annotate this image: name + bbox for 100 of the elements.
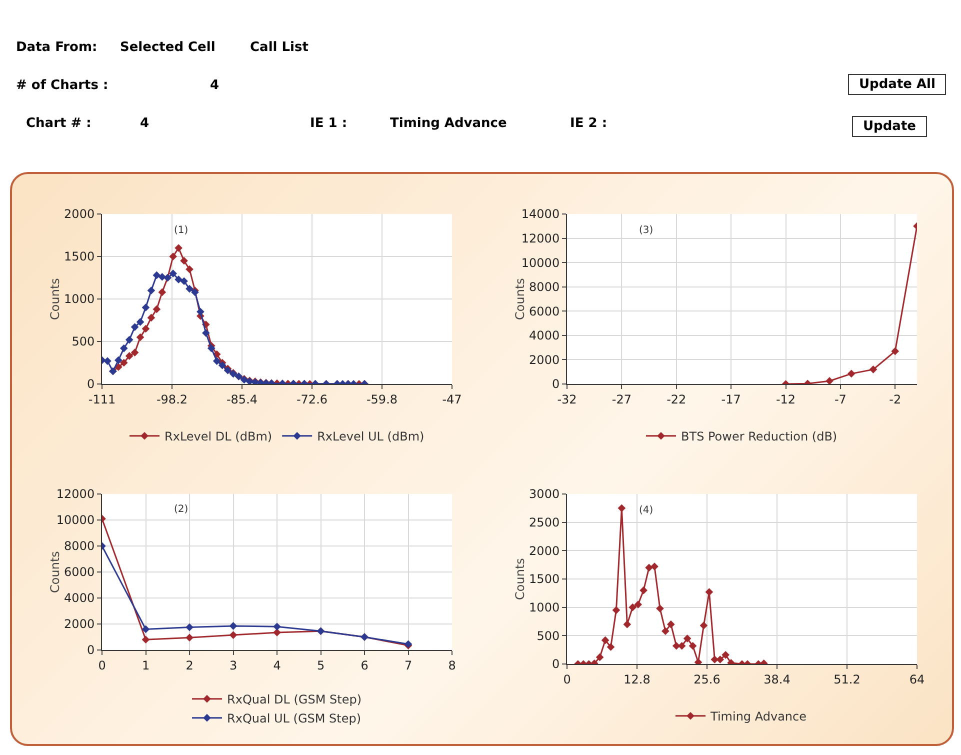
x-tick-label: 8 xyxy=(448,658,456,672)
x-tick-label: -12 xyxy=(776,392,796,406)
point xyxy=(722,651,730,659)
y-axis-title: Counts xyxy=(48,551,62,593)
y-tick-label: 10000 xyxy=(521,256,560,270)
text: 4 xyxy=(140,116,150,131)
x-tick-label: -85.4 xyxy=(226,392,258,406)
x-tick-label: 0 xyxy=(563,672,571,686)
point xyxy=(606,643,615,651)
point xyxy=(125,352,134,360)
point xyxy=(628,603,637,612)
point xyxy=(212,357,221,365)
y-tick-label: 14000 xyxy=(521,207,560,222)
x-tick-label: -59.8 xyxy=(366,392,398,406)
text: 4 xyxy=(210,78,220,93)
point xyxy=(174,276,182,284)
point xyxy=(186,284,194,293)
y-axis-title: Counts xyxy=(513,558,528,600)
y-tick-label: 3000 xyxy=(529,487,560,502)
y-axis-title: Counts xyxy=(48,278,62,320)
point xyxy=(640,586,648,594)
x-tick-label: -47 xyxy=(442,392,462,406)
legend-label: RxQual UL (GSM Step) xyxy=(227,712,362,726)
point xyxy=(186,623,194,632)
y-tick-label: 0 xyxy=(86,643,95,658)
point xyxy=(634,600,642,608)
x-tick-label: 7 xyxy=(404,658,412,672)
point xyxy=(136,333,144,342)
y-tick-label: 8000 xyxy=(64,539,95,554)
annotation: (4) xyxy=(639,505,654,516)
point xyxy=(152,305,161,314)
annotation: (2) xyxy=(174,504,188,515)
point xyxy=(716,656,724,664)
point xyxy=(169,252,177,260)
y-tick-label: 12000 xyxy=(56,487,95,502)
text: Chart # : xyxy=(26,116,92,131)
x-tick-label: 5 xyxy=(316,658,325,672)
x-tick-label: 64 xyxy=(909,672,925,686)
y-tick-label: 4000 xyxy=(64,591,95,606)
x-tick-label: 4 xyxy=(273,658,281,672)
point xyxy=(229,622,238,630)
text: Update All xyxy=(848,74,946,95)
point xyxy=(891,347,900,356)
point xyxy=(218,361,226,370)
y-tick-label: 12000 xyxy=(521,231,560,246)
y-tick-label: 2500 xyxy=(529,516,560,530)
y-tick-label: 1000 xyxy=(64,292,95,306)
annotation: (3) xyxy=(639,225,654,236)
text: Call List xyxy=(250,40,308,55)
point xyxy=(125,336,134,344)
y-tick-label: 2000 xyxy=(529,544,560,558)
x-tick-label: 6 xyxy=(360,658,368,672)
point xyxy=(601,636,610,644)
point xyxy=(645,564,653,572)
text: Update xyxy=(852,116,927,137)
point xyxy=(142,324,150,333)
x-tick-label: -98.2 xyxy=(156,392,188,406)
point xyxy=(174,244,182,252)
y-tick-label: 2000 xyxy=(529,352,560,367)
point xyxy=(120,344,128,352)
point xyxy=(656,604,664,612)
text: # of Charts : xyxy=(16,78,108,93)
x-tick-label: -17 xyxy=(721,392,741,406)
point xyxy=(142,304,150,312)
point xyxy=(114,356,122,364)
y-tick-label: 1500 xyxy=(529,572,560,586)
point xyxy=(650,562,658,570)
point xyxy=(612,606,620,614)
text: IE 2 : xyxy=(570,116,608,131)
text: Timing Advance xyxy=(390,116,507,131)
text: IE 1 : xyxy=(310,116,348,131)
point xyxy=(847,370,856,378)
point xyxy=(180,277,188,286)
point xyxy=(688,642,697,650)
point xyxy=(869,366,878,374)
point xyxy=(700,622,708,630)
x-tick-label: -2 xyxy=(889,392,902,406)
x-tick-label: -32 xyxy=(557,392,577,406)
y-tick-label: 500 xyxy=(72,334,95,349)
legend-label: RxLevel DL (dBm) xyxy=(164,430,272,444)
y-tick-label: 10000 xyxy=(56,513,95,528)
x-tick-label: 38.4 xyxy=(764,672,790,686)
x-tick-label: 1 xyxy=(142,658,150,672)
legend-label: RxLevel UL (dBm) xyxy=(317,430,424,444)
annotation: (1) xyxy=(174,225,188,236)
x-tick-label: -72.6 xyxy=(296,392,328,406)
y-axis-title: Counts xyxy=(513,278,528,320)
point xyxy=(596,653,604,662)
point xyxy=(207,344,216,352)
point xyxy=(672,642,680,650)
x-tick-label: 51.2 xyxy=(834,672,860,686)
point xyxy=(186,265,194,274)
point xyxy=(142,636,150,644)
point xyxy=(705,588,714,596)
x-tick-label: 3 xyxy=(229,658,238,672)
legend-label: RxQual DL (GSM Step) xyxy=(227,692,362,706)
point xyxy=(683,634,692,642)
point xyxy=(147,286,156,294)
point xyxy=(169,270,177,278)
point xyxy=(147,314,156,322)
